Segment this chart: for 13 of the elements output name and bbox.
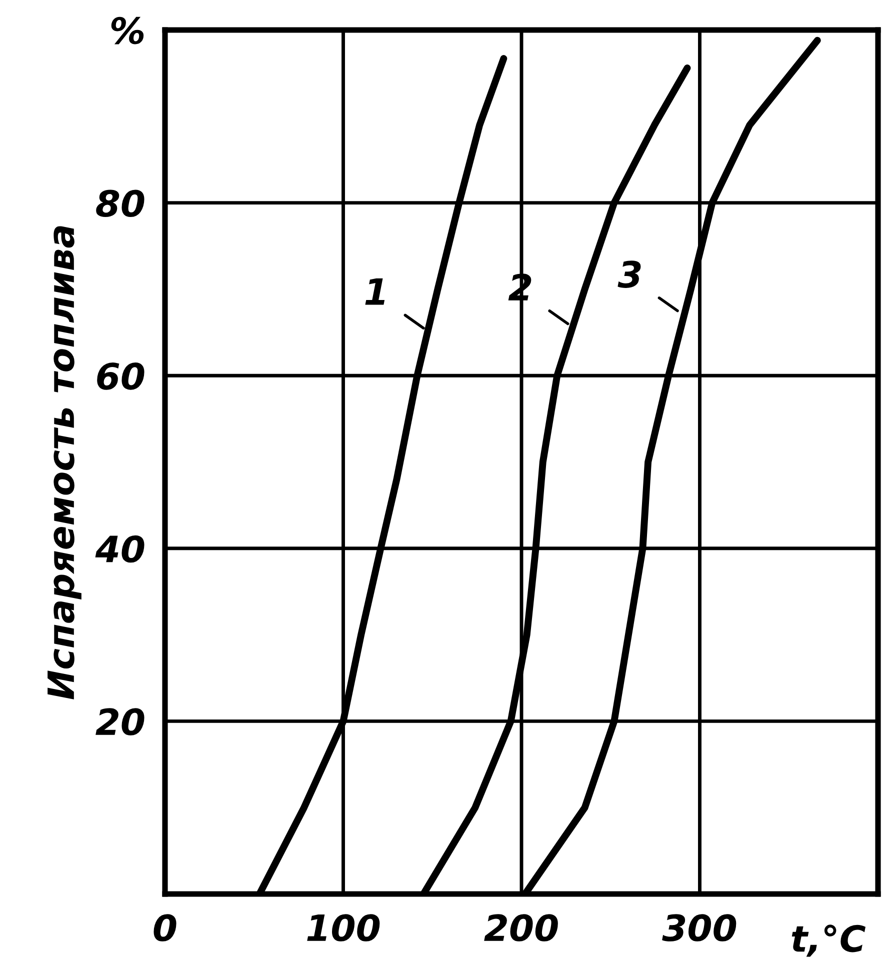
y-tick-label: %	[111, 16, 144, 44]
x-tick-label: 0	[154, 914, 176, 942]
y-tick-label: 40	[95, 535, 144, 563]
y-axis-title: Испаряемость топлива	[48, 226, 82, 700]
y-tick-label: 60	[97, 362, 144, 390]
x-tick-label: 100	[307, 914, 380, 942]
x-tick-label: 300	[662, 914, 736, 942]
annotation: 3	[618, 260, 641, 288]
y-tick-label: 20	[96, 708, 144, 736]
y-tick-label: 80	[96, 190, 144, 218]
x-tick-label: 200	[484, 914, 558, 942]
x-axis-title: t,°C	[792, 924, 866, 957]
annotation: 1	[365, 278, 385, 305]
